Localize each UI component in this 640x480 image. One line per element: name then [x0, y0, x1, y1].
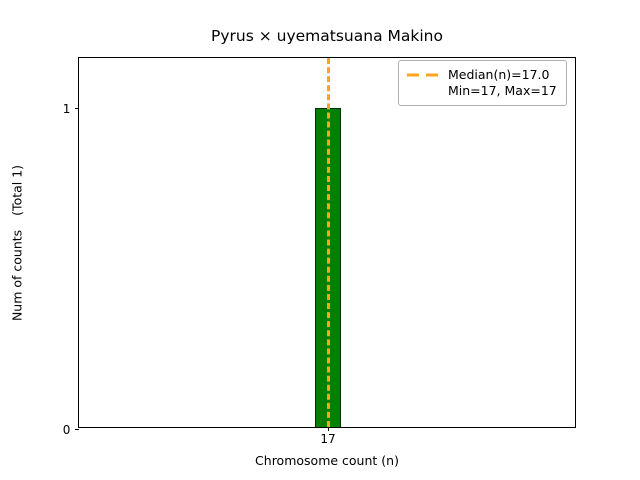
chart-legend[interactable]: Median(n)=17.0 Min=17, Max=17 [398, 60, 567, 106]
legend-entry-label: Median(n)=17.0 [448, 67, 550, 82]
y-axis-tick-label: 1 [62, 101, 71, 116]
chart-title: Pyrus × uyematsuana Makino [211, 27, 443, 45]
median-line-annotation [326, 58, 330, 427]
y-axis-label-container: Num of counts (Total 1) [0, 57, 34, 428]
plot-inner [79, 58, 575, 427]
y-axis-tick-label: 0 [62, 423, 71, 437]
x-axis-tick [328, 427, 329, 431]
x-axis-tick-label: 17 [320, 432, 336, 446]
x-axis-label: Chromosome count (n) [255, 453, 399, 468]
legend-entry-label: Min=17, Max=17 [448, 83, 557, 98]
legend-entry: Median(n)=17.0 [407, 67, 557, 83]
plot-area: 0 1 17 [63, 57, 576, 446]
y-axis-label-line-1: Num of counts [9, 229, 25, 321]
legend-entry: Min=17, Max=17 [407, 83, 557, 99]
y-axis-label: Num of counts (Total 1) [10, 164, 25, 320]
y-axis-tick: 1 [63, 103, 79, 115]
y-axis-tick: 0 [63, 424, 79, 436]
y-axis-label-line-2: (Total 1) [9, 164, 25, 216]
legend-dashed-line-icon [407, 69, 440, 81]
